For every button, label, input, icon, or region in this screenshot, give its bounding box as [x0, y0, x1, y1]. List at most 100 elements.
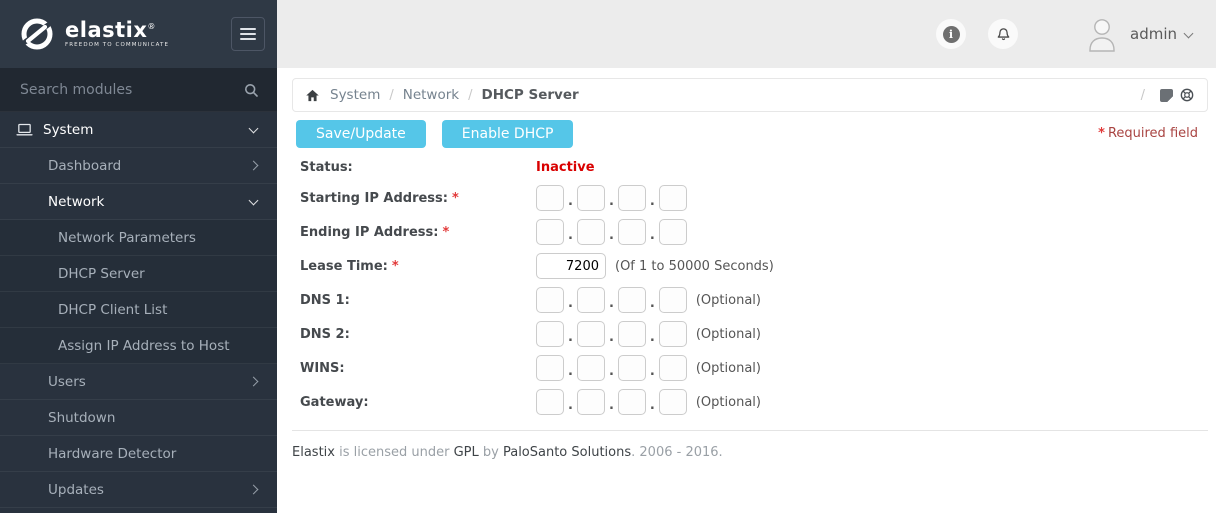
sidebar-item-label: Network [48, 193, 105, 210]
ip-octet-input[interactable] [658, 287, 687, 313]
ip-octet-input[interactable] [536, 219, 564, 245]
sidebar-item-label: System [43, 121, 94, 138]
field-label: Lease Time: * [300, 258, 399, 274]
breadcrumb-item-network[interactable]: Network [402, 87, 460, 103]
footer-segment: Elastix [292, 445, 335, 460]
field-hint: (Optional) [695, 326, 761, 342]
ip-octet-input[interactable] [536, 389, 564, 415]
breadcrumb-separator: / [468, 87, 473, 103]
ip-octet-input[interactable] [617, 389, 646, 415]
ip-octet-input[interactable] [576, 185, 605, 211]
bell-icon [995, 26, 1012, 43]
field-label: DNS 2: [300, 326, 350, 342]
ip-octet-input[interactable] [617, 321, 646, 347]
field-label: Starting IP Address: * [300, 190, 459, 206]
ip-octet-input[interactable] [617, 185, 646, 211]
help-lifering-icon[interactable] [1179, 87, 1195, 103]
footer-segment: PaloSanto Solutions [502, 445, 632, 460]
hamburger-menu-button[interactable] [231, 17, 265, 51]
ip-dot-separator: . [649, 227, 655, 243]
toolbar: Save/Update Enable DHCP * Required field [296, 120, 1204, 148]
ip-octet-input[interactable] [576, 219, 605, 245]
sidebar-item-shutdown[interactable]: Shutdown [0, 400, 277, 436]
home-icon[interactable] [305, 88, 320, 103]
ip-dot-separator: . [568, 227, 573, 243]
ip-dot-separator: . [568, 193, 573, 209]
footer-divider [292, 430, 1208, 431]
form-row-gateway: Gateway:... (Optional) [300, 385, 1208, 419]
ip-octet-input[interactable] [658, 185, 687, 211]
ip-octet-input[interactable] [576, 355, 605, 381]
info-icon: i [942, 25, 960, 43]
sidebar-item-updates[interactable]: Updates [0, 472, 277, 508]
notifications-button[interactable] [988, 19, 1018, 49]
sidebar-item-label: Assign IP Address to Host [58, 337, 230, 354]
ip-octet-input[interactable] [576, 321, 605, 347]
sidebar-menu: System Dashboard Network Network Parameters… [0, 112, 277, 508]
ip-octet-input[interactable] [658, 355, 687, 381]
brand-name: elastix® [65, 17, 156, 42]
sidebar: elastix® FREEDOM TO COMMUNICATE System Da… [0, 0, 277, 513]
ip-dot-separator: . [649, 193, 655, 209]
breadcrumb-separator: / [1140, 87, 1145, 103]
ip-octet-input[interactable] [536, 287, 564, 313]
sidebar-item-dhcp-server[interactable]: DHCP Server [0, 256, 277, 292]
elastix-logo: elastix® FREEDOM TO COMMUNICATE [16, 13, 169, 55]
sidebar-item-network[interactable]: Network [0, 184, 277, 220]
status-value: Inactive [536, 159, 595, 175]
form-row-lease-time: Lease Time:* (Of 1 to 50000 Seconds) [300, 249, 1208, 283]
field-label: DNS 1: [300, 292, 350, 308]
field-label: WINS: [300, 360, 345, 376]
brand-tagline: FREEDOM TO COMMUNICATE [65, 41, 170, 48]
ip-octet-input[interactable] [658, 321, 687, 347]
sidebar-header: elastix® FREEDOM TO COMMUNICATE [0, 0, 277, 68]
sidebar-item-dhcp-client-list[interactable]: DHCP Client List [0, 292, 277, 328]
enable-dhcp-button[interactable]: Enable DHCP [441, 120, 574, 148]
ip-octet-input[interactable] [576, 389, 605, 415]
ip-dot-separator: . [608, 329, 614, 345]
sidebar-item-hardware-detector[interactable]: Hardware Detector [0, 436, 277, 472]
sidebar-item-label: Shutdown [48, 409, 116, 426]
search-icon[interactable] [243, 82, 259, 98]
sidebar-item-system[interactable]: System [0, 112, 277, 148]
chevron-down-icon [248, 195, 259, 205]
footer-segment: . 2006 - 2016. [631, 445, 723, 460]
user-menu[interactable]: admin [1082, 14, 1194, 54]
ip-octet-input[interactable] [536, 321, 564, 347]
chevron-right-icon [248, 484, 259, 495]
ip-dot-separator: . [608, 227, 614, 243]
sidebar-item-label: Hardware Detector [48, 445, 177, 462]
chevron-right-icon [248, 376, 259, 387]
sidebar-item-network-parameters[interactable]: Network Parameters [0, 220, 277, 256]
ip-dot-separator: . [608, 363, 614, 379]
search-input[interactable] [18, 80, 243, 99]
ip-octet-input[interactable] [536, 355, 564, 381]
ip-octet-input[interactable] [658, 219, 687, 245]
ip-dot-separator: . [608, 295, 614, 311]
breadcrumb-item-system[interactable]: System [330, 87, 381, 103]
note-icon[interactable] [1160, 88, 1173, 102]
ip-octet-input[interactable] [658, 389, 687, 415]
required-asterisk: * [1098, 126, 1105, 141]
lease-time-input[interactable] [536, 253, 606, 279]
sidebar-item-dashboard[interactable]: Dashboard [0, 148, 277, 184]
ip-dot-separator: . [608, 397, 614, 413]
ip-octet-input[interactable] [576, 287, 605, 313]
ip-octet-input[interactable] [617, 219, 646, 245]
ip-octet-input[interactable] [617, 355, 646, 381]
info-button[interactable]: i [936, 19, 966, 49]
sidebar-item-assign-ip-address-to-host[interactable]: Assign IP Address to Host [0, 328, 277, 364]
breadcrumb-separator: / [389, 87, 394, 103]
footer-license-text: Elastix is licensed under GPL by PaloSan… [292, 445, 1208, 460]
form-row-dns-2: DNS 2:... (Optional) [300, 317, 1208, 351]
sidebar-item-users[interactable]: Users [0, 364, 277, 400]
form-row-wins: WINS:... (Optional) [300, 351, 1208, 385]
field-hint: (Of 1 to 50000 Seconds) [615, 258, 774, 274]
sidebar-item-label: DHCP Client List [58, 301, 168, 318]
save-update-button[interactable]: Save/Update [296, 120, 426, 148]
topbar: i admin [277, 0, 1216, 68]
required-asterisk: * [442, 224, 450, 240]
elastix-swirl-icon [16, 13, 58, 55]
ip-octet-input[interactable] [536, 185, 564, 211]
ip-octet-input[interactable] [617, 287, 646, 313]
